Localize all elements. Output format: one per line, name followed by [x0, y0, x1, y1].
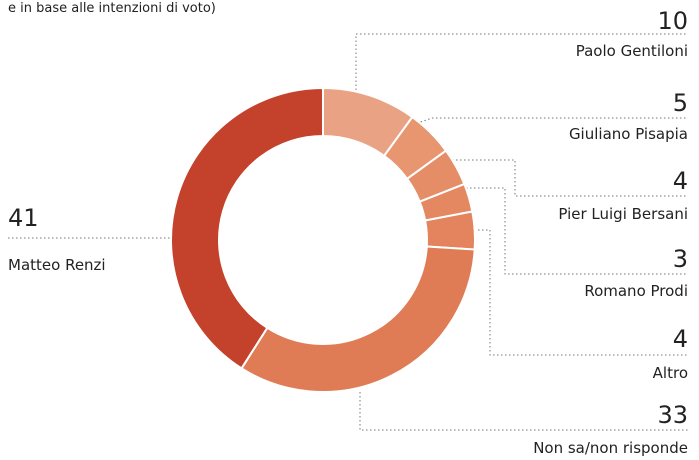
value-label: 5 [673, 89, 688, 117]
value-label: 4 [673, 325, 688, 353]
category-label: Giuliano Pisapia [569, 125, 688, 143]
category-label: Paolo Gentiloni [576, 42, 688, 60]
value-label: 10 [657, 7, 688, 35]
category-label: Non sa/non risponde [533, 439, 688, 457]
category-label: Romano Prodi [584, 282, 688, 300]
donut-slice [240, 245, 476, 393]
subtitle: e in base alle intenzioni di voto) [8, 1, 216, 16]
category-label: Altro [653, 364, 688, 382]
category-label: Matteo Renzi [8, 256, 106, 274]
value-label: 41 [8, 204, 39, 232]
value-label: 4 [673, 167, 688, 195]
value-label: 3 [673, 245, 688, 273]
value-label: 33 [657, 401, 688, 429]
donut-slice [170, 86, 324, 370]
category-label: Pier Luigi Bersani [558, 205, 688, 223]
